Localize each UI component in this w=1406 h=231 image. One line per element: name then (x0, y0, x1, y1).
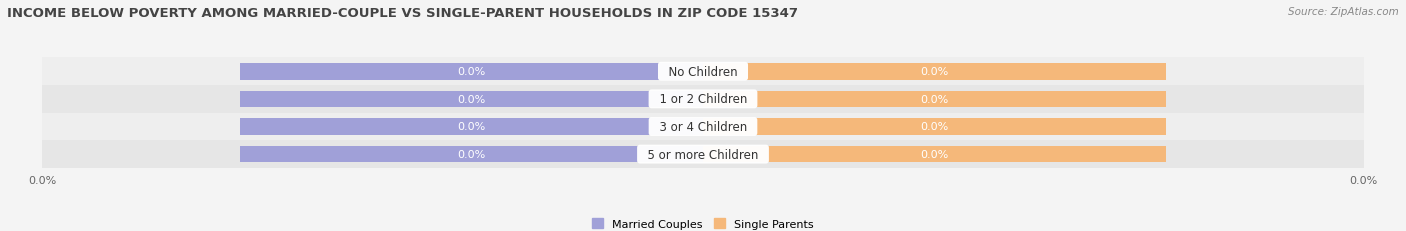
Text: 3 or 4 Children: 3 or 4 Children (651, 121, 755, 134)
Bar (703, 64, 1166, 80)
Bar (240, 64, 703, 80)
Bar (703, 91, 1166, 108)
Text: 0.0%: 0.0% (457, 67, 486, 77)
Bar (703, 119, 1166, 135)
Text: 5 or more Children: 5 or more Children (640, 148, 766, 161)
Bar (703, 146, 1166, 163)
Text: 0.0%: 0.0% (457, 149, 486, 159)
Text: 0.0%: 0.0% (920, 94, 949, 104)
Bar (240, 119, 703, 135)
Text: No Children: No Children (661, 65, 745, 78)
Bar (42, 113, 1364, 141)
Bar (42, 58, 1364, 86)
Bar (240, 146, 703, 163)
Text: INCOME BELOW POVERTY AMONG MARRIED-COUPLE VS SINGLE-PARENT HOUSEHOLDS IN ZIP COD: INCOME BELOW POVERTY AMONG MARRIED-COUPL… (7, 7, 799, 20)
Bar (240, 91, 703, 108)
Bar (42, 86, 1364, 113)
Text: 0.0%: 0.0% (920, 67, 949, 77)
Bar (42, 141, 1364, 168)
Legend: Married Couples, Single Parents: Married Couples, Single Parents (592, 219, 814, 229)
Text: 0.0%: 0.0% (920, 149, 949, 159)
Text: 0.0%: 0.0% (457, 122, 486, 132)
Text: Source: ZipAtlas.com: Source: ZipAtlas.com (1288, 7, 1399, 17)
Text: 0.0%: 0.0% (457, 94, 486, 104)
Text: 0.0%: 0.0% (920, 122, 949, 132)
Text: 1 or 2 Children: 1 or 2 Children (651, 93, 755, 106)
